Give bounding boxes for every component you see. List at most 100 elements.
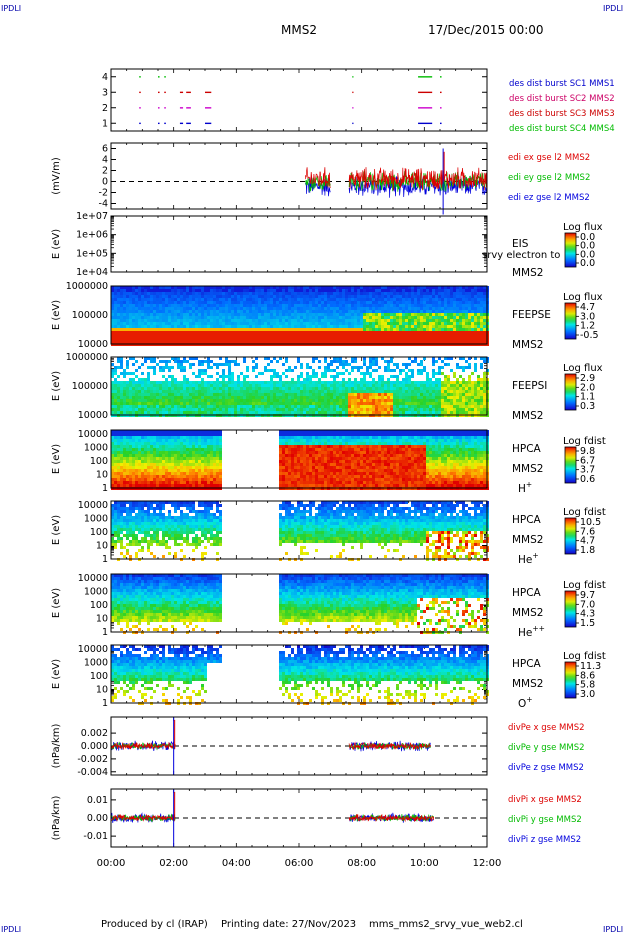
heatmap-cell xyxy=(327,337,330,340)
heatmap-cell xyxy=(147,310,150,313)
heatmap-cell xyxy=(120,328,123,331)
heatmap-cell xyxy=(480,331,483,334)
heatmap-cell xyxy=(171,334,174,337)
heatmap-cell xyxy=(186,390,189,393)
heatmap-cell xyxy=(210,384,213,387)
heatmap-cell xyxy=(381,313,384,316)
heatmap-cell xyxy=(279,405,282,408)
heatmap-cell xyxy=(357,319,360,322)
heatmap-cell xyxy=(456,405,459,408)
heatmap-cell xyxy=(249,411,252,414)
heatmap-cell xyxy=(240,396,243,399)
heatmap-cell xyxy=(369,319,372,322)
heatmap-cell xyxy=(372,390,375,393)
heatmap-cell xyxy=(207,304,210,307)
heatmap-cell xyxy=(420,387,423,390)
heatmap-cell xyxy=(306,289,309,292)
heatmap-cell xyxy=(483,301,486,304)
heatmap-cell xyxy=(399,328,402,331)
heatmap-cell xyxy=(471,304,474,307)
heatmap-cell xyxy=(138,393,141,396)
heatmap-cell xyxy=(234,331,237,334)
heatmap-cell xyxy=(315,402,318,405)
heatmap-cell xyxy=(315,307,318,310)
burst-interval xyxy=(186,122,191,125)
heatmap-cell xyxy=(246,322,249,325)
heatmap-cell xyxy=(276,384,279,387)
heatmap-cell xyxy=(213,310,216,313)
heatmap-cell xyxy=(264,381,267,384)
heatmap-cell xyxy=(300,411,303,414)
heatmap-cell xyxy=(261,381,264,384)
heatmap-cell xyxy=(258,310,261,313)
heatmap-cell xyxy=(300,328,303,331)
heatmap-cell xyxy=(165,316,168,319)
heatmap-cell xyxy=(366,298,369,301)
heatmap-cell xyxy=(450,337,453,340)
heatmap-cell xyxy=(363,313,366,316)
heatmap-cell xyxy=(156,408,159,411)
heatmap-cell xyxy=(309,286,312,289)
heatmap-cell xyxy=(258,328,261,331)
heatmap-cell xyxy=(480,393,483,396)
heatmap-cell xyxy=(186,402,189,405)
heatmap-cell xyxy=(483,286,486,289)
heatmap-cell xyxy=(117,325,120,328)
heatmap-cell xyxy=(435,384,438,387)
heatmap-cell xyxy=(165,399,168,402)
heatmap-cell xyxy=(168,319,171,322)
heatmap-cell xyxy=(153,369,156,372)
heatmap-cell xyxy=(321,331,324,334)
heatmap-cell xyxy=(291,328,294,331)
heatmap-cell xyxy=(243,316,246,319)
heatmap-cell xyxy=(162,334,165,337)
heatmap-cell xyxy=(315,313,318,316)
corner-label-top-right: IPDLI xyxy=(603,4,624,13)
heatmap-cell xyxy=(294,319,297,322)
heatmap-cell xyxy=(288,369,291,372)
heatmap-cell xyxy=(159,366,162,369)
heatmap-cell xyxy=(315,384,318,387)
heatmap-cell xyxy=(282,396,285,399)
heatmap-cell xyxy=(327,289,330,292)
heatmap-cell xyxy=(360,396,363,399)
heatmap-cell xyxy=(435,340,438,343)
heatmap-cell xyxy=(111,298,114,301)
heatmap-cell xyxy=(114,384,117,387)
heatmap-cell xyxy=(369,387,372,390)
heatmap-cell xyxy=(282,322,285,325)
heatmap-cell xyxy=(333,402,336,405)
heatmap-cell xyxy=(174,381,177,384)
heatmap-cell xyxy=(243,405,246,408)
instrument-label: FEEPSE xyxy=(512,309,551,321)
heatmap-cell xyxy=(168,289,171,292)
heatmap-cell xyxy=(429,390,432,393)
heatmap-cell xyxy=(174,316,177,319)
heatmap-cell xyxy=(300,304,303,307)
heatmap-cell xyxy=(264,301,267,304)
heatmap-cell xyxy=(357,405,360,408)
heatmap-cell xyxy=(384,366,387,369)
heatmap-cell xyxy=(228,313,231,316)
heatmap-cell xyxy=(453,384,456,387)
heatmap-cell xyxy=(171,387,174,390)
heatmap-cell xyxy=(441,381,444,384)
heatmap-cell xyxy=(156,286,159,289)
heatmap-cell xyxy=(159,369,162,372)
heatmap-cell xyxy=(300,334,303,337)
heatmap-cell xyxy=(240,316,243,319)
heatmap-cell xyxy=(183,378,186,381)
heatmap-cell xyxy=(411,304,414,307)
heatmap-cell xyxy=(366,319,369,322)
heatmap-cell xyxy=(450,301,453,304)
heatmap-cell xyxy=(477,399,480,402)
heatmap-cell xyxy=(204,289,207,292)
heatmap-cell xyxy=(189,337,192,340)
heatmap-cell xyxy=(318,411,321,414)
heatmap-cell xyxy=(309,399,312,402)
heatmap-cell xyxy=(432,319,435,322)
heatmap-cell xyxy=(288,322,291,325)
heatmap-cell xyxy=(381,292,384,295)
heatmap-cell xyxy=(180,384,183,387)
heatmap-cell xyxy=(192,322,195,325)
